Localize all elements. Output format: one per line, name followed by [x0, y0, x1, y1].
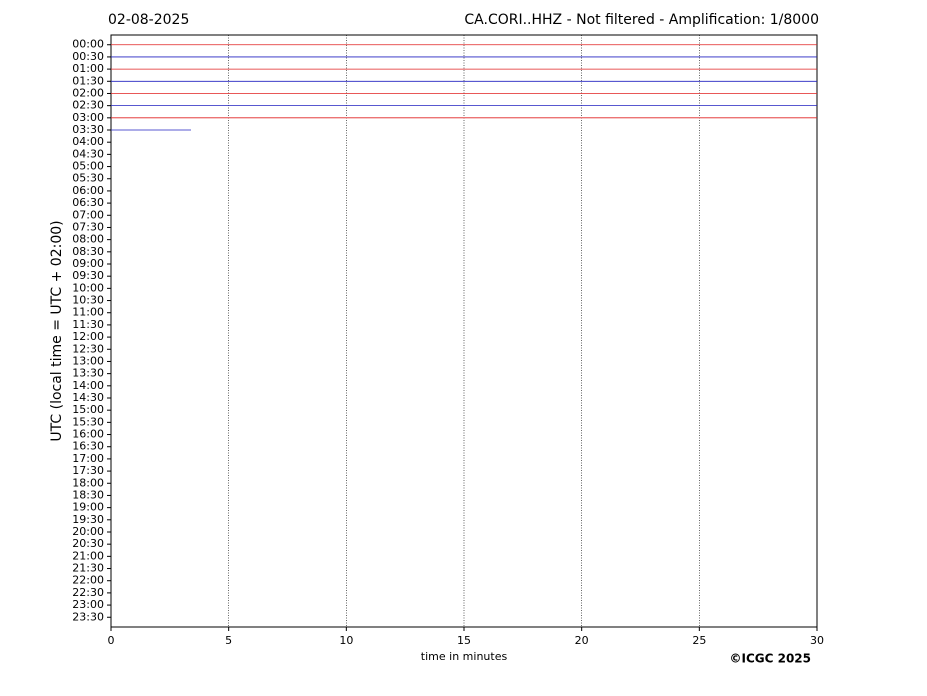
y-tick-label: 21:00 — [72, 549, 104, 562]
y-tick-label: 06:30 — [72, 196, 104, 209]
y-tick-label: 11:30 — [72, 318, 104, 331]
y-tick-label: 20:00 — [72, 525, 104, 538]
y-tick-label: 00:30 — [72, 50, 104, 63]
y-tick-label: 00:00 — [72, 38, 104, 51]
y-tick-label: 14:00 — [72, 379, 104, 392]
y-tick-label: 12:00 — [72, 330, 104, 343]
y-tick-label: 03:30 — [72, 123, 104, 136]
x-tick-label: 20 — [575, 634, 589, 647]
y-tick-label: 12:30 — [72, 342, 104, 355]
y-tick-label: 01:00 — [72, 62, 104, 75]
x-tick-label: 10 — [339, 634, 353, 647]
y-tick-label: 16:30 — [72, 440, 104, 453]
y-tick-label: 22:00 — [72, 574, 104, 587]
y-tick-label: 04:30 — [72, 147, 104, 160]
y-tick-label: 16:00 — [72, 428, 104, 441]
y-tick-label: 15:30 — [72, 415, 104, 428]
y-tick-label: 03:00 — [72, 111, 104, 124]
y-tick-label: 18:30 — [72, 488, 104, 501]
y-tick-label: 01:30 — [72, 74, 104, 87]
y-tick-label: 19:00 — [72, 501, 104, 514]
y-tick-label: 07:30 — [72, 220, 104, 233]
copyright: ©ICGC 2025 — [729, 652, 811, 666]
x-tick-label: 5 — [225, 634, 232, 647]
chart-title: CA.CORI..HHZ - Not filtered - Amplificat… — [464, 12, 819, 28]
y-tick-label: 17:30 — [72, 464, 104, 477]
y-tick-label: 02:00 — [72, 86, 104, 99]
y-tick-label: 20:30 — [72, 537, 104, 550]
y-tick-label: 19:30 — [72, 513, 104, 526]
y-tick-label: 23:30 — [72, 610, 104, 623]
x-tick-label: 0 — [108, 634, 115, 647]
y-tick-label: 14:30 — [72, 391, 104, 404]
y-tick-label: 09:30 — [72, 269, 104, 282]
y-tick-label: 10:30 — [72, 294, 104, 307]
y-tick-label: 09:00 — [72, 257, 104, 270]
y-tick-label: 18:00 — [72, 476, 104, 489]
y-tick-label: 05:30 — [72, 172, 104, 185]
y-tick-label: 08:30 — [72, 245, 104, 258]
y-tick-label: 04:00 — [72, 135, 104, 148]
y-tick-label: 17:00 — [72, 452, 104, 465]
y-tick-label: 11:00 — [72, 306, 104, 319]
y-tick-label: 13:00 — [72, 354, 104, 367]
x-axis-label: time in minutes — [421, 650, 508, 663]
y-tick-label: 22:30 — [72, 586, 104, 599]
y-tick-label: 05:00 — [72, 160, 104, 173]
y-tick-label: 23:00 — [72, 598, 104, 611]
y-tick-label: 08:00 — [72, 233, 104, 246]
y-tick-label: 21:30 — [72, 562, 104, 575]
x-tick-label: 25 — [692, 634, 706, 647]
y-tick-label: 15:00 — [72, 403, 104, 416]
y-tick-label: 02:30 — [72, 99, 104, 112]
y-axis-label: UTC (local time = UTC + 02:00) — [49, 220, 65, 441]
y-tick-label: 10:00 — [72, 281, 104, 294]
y-tick-label: 13:30 — [72, 367, 104, 380]
x-tick-label: 15 — [457, 634, 471, 647]
y-tick-label: 07:00 — [72, 208, 104, 221]
x-tick-label: 30 — [810, 634, 824, 647]
y-tick-label: 06:00 — [72, 184, 104, 197]
date: 02-08-2025 — [108, 12, 189, 28]
